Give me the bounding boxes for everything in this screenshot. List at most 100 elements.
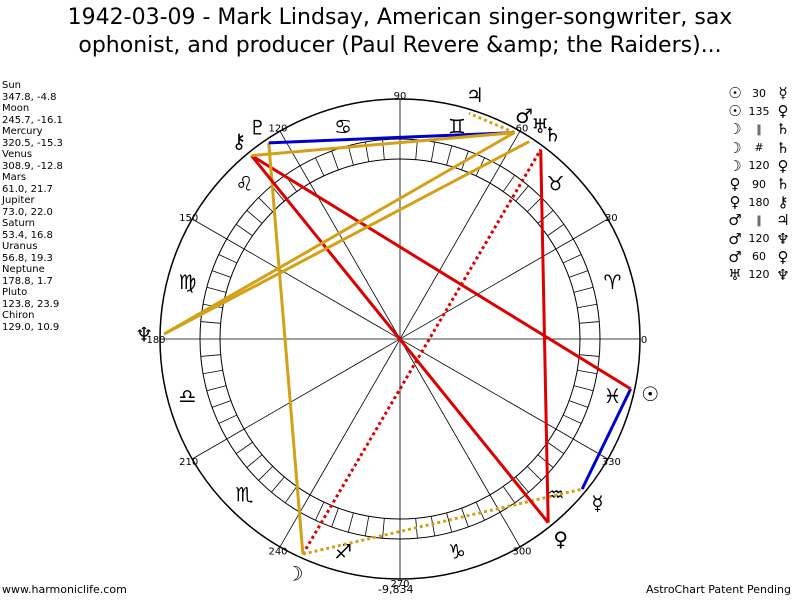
degree-tick — [502, 486, 516, 504]
degree-tick — [246, 210, 263, 224]
outer-tick — [573, 218, 609, 240]
chart-title: 1942-03-09 - Mark Lindsay, American sing… — [0, 4, 800, 60]
degree-tick — [526, 197, 542, 213]
outer-tick — [499, 512, 521, 548]
degree-label: 240 — [268, 546, 287, 557]
planet-name-moon: Moon — [2, 103, 30, 114]
aspect-planet-2: ♆ — [776, 229, 790, 248]
aspect-planet-1: ☽ — [728, 138, 742, 157]
degree-label: 300 — [512, 546, 531, 557]
aspect-line — [539, 149, 550, 523]
degree-tick — [200, 354, 221, 357]
degree-tick — [446, 512, 453, 533]
degree-tick — [299, 165, 311, 184]
degree-tick — [573, 286, 594, 293]
aspect-planet-1: ♂ — [728, 211, 742, 230]
aspect-value: 120 — [748, 232, 770, 246]
zodiac-sign-glyph: ♉ — [547, 171, 565, 195]
aspect-planet-1: ♂ — [728, 229, 742, 248]
planet-glyph: ♃ — [466, 83, 484, 107]
degree-tick — [547, 441, 565, 455]
degree-tick — [579, 321, 600, 324]
aspect-planet-2: ♄ — [776, 120, 790, 139]
degree-label: 60 — [516, 124, 529, 135]
degree-tick — [415, 139, 418, 160]
title-line-1: 1942-03-09 - Mark Lindsay, American sing… — [67, 5, 733, 30]
degree-tick — [299, 494, 311, 513]
degree-tick — [218, 414, 238, 424]
planet-glyph: ♂ — [515, 104, 533, 128]
aspect-row: ☽ ∥ ♄ — [727, 120, 791, 138]
zodiac-sign-glyph: ♈ — [604, 270, 622, 294]
degree-tick — [364, 516, 370, 537]
degree-tick — [537, 210, 554, 224]
planet-name-sun: Sun — [2, 80, 22, 91]
aspect-planet-2: ♀ — [777, 156, 789, 175]
aspect-row: ☽ 120 ♀ — [727, 157, 791, 175]
zodiac-sign-glyph: ♐ — [334, 540, 352, 564]
outer-tick — [279, 512, 301, 548]
aspect-planet-2: ⚷ — [777, 193, 789, 212]
degree-tick — [562, 414, 582, 424]
planet-coords-sun: 347.8, -4.8 — [2, 91, 57, 103]
degree-tick — [271, 476, 285, 493]
aspect-planet-2: ♀ — [777, 247, 789, 266]
degree-tick — [226, 238, 245, 250]
aspect-line — [468, 111, 516, 134]
aspect-value: 120 — [748, 159, 770, 173]
zodiac-sign-glyph: ♍ — [179, 270, 197, 294]
aspect-value: 30 — [752, 86, 766, 100]
degree-tick — [331, 150, 339, 170]
zodiac-sign-glyph: ♋ — [334, 114, 352, 138]
degree-tick — [577, 303, 598, 309]
degree-tick — [235, 223, 253, 237]
degree-tick — [200, 321, 221, 324]
planet-coords-saturn: 53.4, 16.8 — [2, 229, 53, 241]
aspect-line — [268, 131, 515, 145]
degree-tick — [569, 400, 589, 408]
planet-name-jupiter: Jupiter — [2, 195, 35, 206]
zodiac-sign-glyph: ♌ — [235, 171, 253, 195]
degree-tick — [489, 165, 501, 184]
degree-tick — [206, 286, 227, 293]
aspect-planet-1: ♂ — [728, 247, 742, 266]
planet-glyph: ♄ — [544, 122, 562, 146]
planet-coords-neptune: 178.8, 1.7 — [2, 275, 53, 287]
aspect-line — [250, 154, 550, 524]
degree-tick — [475, 501, 485, 521]
degree-tick — [246, 454, 263, 468]
aspect-planet-2: ☿ — [778, 84, 788, 103]
planet-coords-mars: 61.0, 21.7 — [2, 183, 53, 195]
degree-tick — [502, 174, 516, 192]
aspect-planet-1: ♀ — [729, 175, 741, 194]
footer-score: -9,834 — [378, 583, 414, 596]
aspect-planet-2: ♆ — [776, 265, 790, 284]
planet-name-uranus: Uranus — [2, 241, 38, 252]
degree-tick — [430, 141, 436, 162]
footer-patent: AstroChart Patent Pending — [645, 583, 791, 596]
planet-coords-venus: 308.9, -12.8 — [2, 160, 63, 172]
degree-label: 210 — [179, 457, 198, 468]
degree-tick — [579, 354, 600, 357]
aspect-value: # — [754, 141, 764, 155]
aspect-row: ♀ 180 ⚷ — [727, 193, 791, 211]
aspect-planet-2: ♀ — [777, 102, 789, 121]
outer-tick — [279, 130, 301, 166]
aspect-planet-1: ♅ — [728, 265, 742, 284]
degree-tick — [202, 369, 223, 375]
degree-tick — [430, 516, 436, 537]
outer-tick — [573, 438, 609, 460]
degree-tick — [226, 428, 245, 440]
aspect-line — [302, 487, 583, 556]
aspect-line — [267, 142, 305, 555]
title-line-2: ophonist, and producer (Paul Revere &amp… — [78, 33, 722, 58]
degree-tick — [218, 254, 238, 264]
planet-coords-uranus: 56.8, 19.3 — [2, 252, 53, 264]
planet-glyph: ☉ — [641, 382, 659, 406]
degree-tick — [569, 270, 589, 278]
zodiac-sign-glyph: ♎ — [179, 384, 197, 408]
planet-coords-moon: 245.7, -16.1 — [2, 114, 63, 126]
aspect-planet-2: ♃ — [776, 211, 790, 230]
aspect-line — [250, 154, 632, 391]
